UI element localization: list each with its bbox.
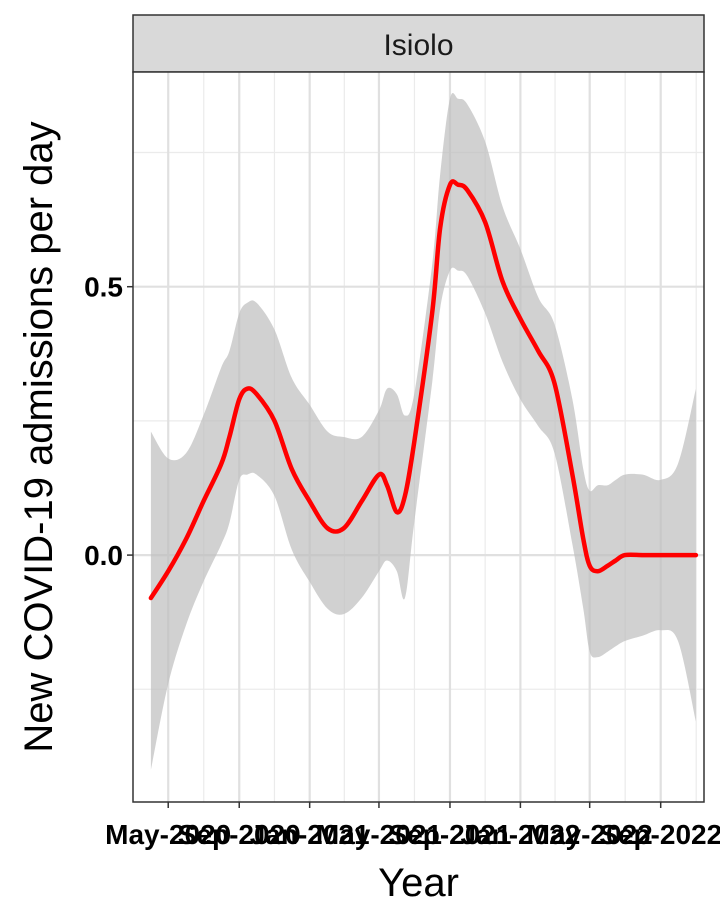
x-tick-label: Sep-2021 bbox=[388, 819, 511, 850]
plot-panel bbox=[132, 71, 705, 803]
y-axis-title: New COVID-19 admissions per day bbox=[17, 121, 61, 752]
facet-strip: Isiolo bbox=[132, 14, 705, 73]
x-tick-label: Sep-2020 bbox=[178, 819, 301, 850]
x-tick-label: Jan-2022 bbox=[460, 819, 580, 850]
x-tick-label: Sep-2022 bbox=[599, 819, 720, 850]
series-line bbox=[148, 179, 699, 601]
x-tick-label: May-2021 bbox=[316, 819, 442, 850]
x-axis-title: Year bbox=[378, 861, 459, 905]
x-tick-label: May-2020 bbox=[105, 819, 231, 850]
y-tick-label: 0.5 bbox=[84, 272, 123, 303]
panel-border bbox=[132, 71, 705, 803]
y-tick-label: 0.0 bbox=[84, 540, 123, 571]
x-axis: May-2020Sep-2020Jan-2021May-2021Sep-2021… bbox=[105, 802, 720, 850]
facet-label: Isiolo bbox=[383, 29, 453, 62]
y-axis: 0.0 0.5 bbox=[84, 272, 133, 571]
x-tick-label: Jan-2021 bbox=[250, 819, 370, 850]
x-tick-label: May-2022 bbox=[527, 819, 653, 850]
confidence-band bbox=[150, 93, 696, 770]
facet-strip-background bbox=[132, 14, 705, 73]
